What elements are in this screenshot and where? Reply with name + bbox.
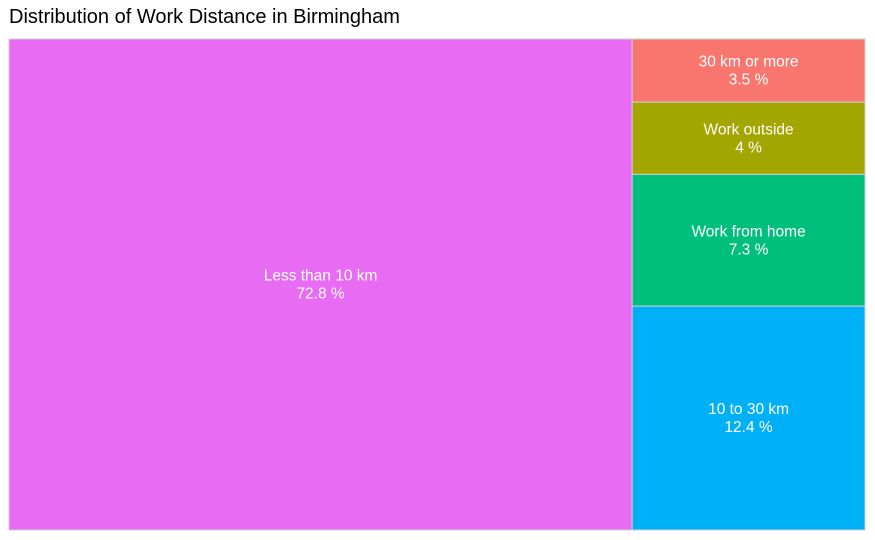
tile-value-work-outside: 4 % <box>735 139 762 156</box>
tile-value-less-than-10-km: 72.8 % <box>296 286 344 303</box>
tile-30-km-or-more <box>631 38 866 103</box>
tile-value-30-km-or-more: 3.5 % <box>729 72 769 89</box>
chart-title: Distribution of Work Distance in Birming… <box>9 6 400 28</box>
tile-work-from-home <box>631 173 866 307</box>
tile-value-10-to-30-km: 12.4 % <box>724 419 772 436</box>
tile-label-10-to-30-km: 10 to 30 km <box>708 401 789 418</box>
tile-10-to-30-km <box>631 305 866 531</box>
tile-label-30-km-or-more: 30 km or more <box>699 54 799 71</box>
tile-label-less-than-10-km: Less than 10 km <box>264 268 378 285</box>
tile-label-work-from-home: Work from home <box>691 223 805 240</box>
treemap-tiles <box>8 38 866 531</box>
tile-less-than-10-km <box>8 38 633 531</box>
tile-value-work-from-home: 7.3 % <box>729 241 769 258</box>
tile-label-work-outside: Work outside <box>703 121 793 138</box>
